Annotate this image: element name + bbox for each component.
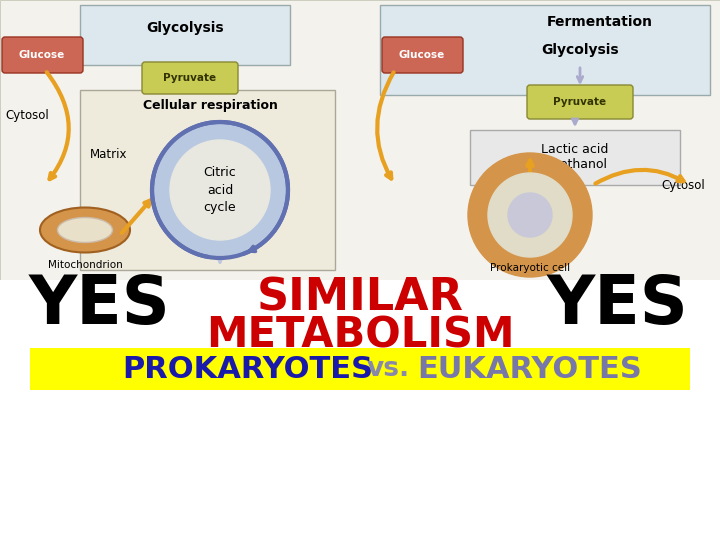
FancyBboxPatch shape	[80, 5, 290, 65]
FancyBboxPatch shape	[0, 0, 720, 280]
FancyBboxPatch shape	[142, 62, 238, 94]
FancyBboxPatch shape	[527, 85, 633, 119]
FancyBboxPatch shape	[380, 5, 710, 95]
Text: Glycolysis: Glycolysis	[146, 21, 224, 35]
Text: Cytosol: Cytosol	[661, 179, 705, 192]
Text: Matrix: Matrix	[90, 148, 127, 161]
Text: Glucose: Glucose	[399, 50, 445, 60]
FancyBboxPatch shape	[2, 37, 83, 73]
Ellipse shape	[40, 207, 130, 253]
Circle shape	[488, 173, 572, 257]
Text: Pyruvate: Pyruvate	[163, 73, 217, 83]
Circle shape	[468, 153, 592, 277]
Text: Fermentation: Fermentation	[547, 15, 653, 29]
Circle shape	[152, 122, 288, 258]
Circle shape	[170, 140, 270, 240]
Text: YES: YES	[29, 272, 171, 338]
Text: SIMILAR: SIMILAR	[256, 276, 464, 320]
Text: Prokaryotic cell: Prokaryotic cell	[490, 263, 570, 273]
FancyBboxPatch shape	[0, 280, 720, 540]
Ellipse shape	[58, 218, 112, 242]
Text: METABOLISM: METABOLISM	[206, 314, 514, 356]
FancyBboxPatch shape	[30, 348, 690, 390]
FancyBboxPatch shape	[80, 90, 335, 270]
Text: Lactic acid
or ethanol: Lactic acid or ethanol	[541, 143, 608, 171]
Text: Pyruvate: Pyruvate	[554, 97, 606, 107]
Text: Glucose: Glucose	[19, 50, 65, 60]
Text: Cytosol: Cytosol	[5, 109, 49, 122]
Text: YES: YES	[547, 272, 689, 338]
FancyBboxPatch shape	[382, 37, 463, 73]
Text: vs.: vs.	[366, 356, 410, 382]
Text: Mitochondrion: Mitochondrion	[48, 260, 122, 270]
Text: Cellular respiration: Cellular respiration	[143, 98, 277, 111]
Circle shape	[508, 193, 552, 237]
Text: PROKARYOTES: PROKARYOTES	[122, 354, 374, 383]
Text: Citric
acid
cycle: Citric acid cycle	[204, 166, 236, 213]
Text: Glycolysis: Glycolysis	[541, 43, 618, 57]
Text: EUKARYOTES: EUKARYOTES	[418, 354, 642, 383]
FancyBboxPatch shape	[470, 130, 680, 185]
